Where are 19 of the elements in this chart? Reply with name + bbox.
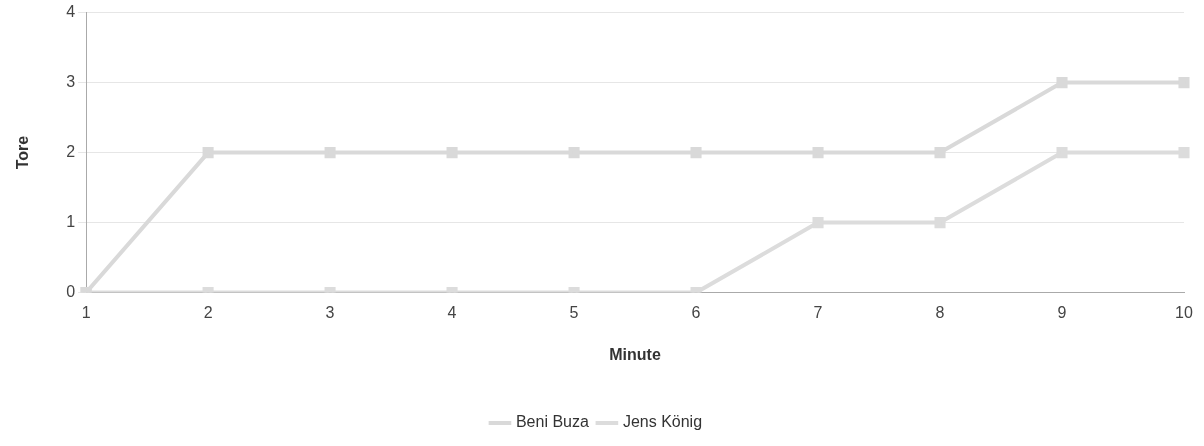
y-tick-label: 4: [66, 3, 76, 21]
x-tick-label: 5: [569, 303, 579, 321]
x-tick-label: 1: [81, 303, 91, 321]
legend-label: Beni Buza: [515, 413, 589, 431]
y-tick-label: 3: [66, 73, 76, 91]
x-tick-label: 9: [1057, 303, 1067, 321]
legend-label: Jens König: [622, 413, 703, 431]
x-tick-label: 7: [813, 303, 823, 321]
y-axis-title: Tore: [14, 135, 32, 170]
x-axis-title: Minute: [609, 345, 661, 363]
x-tick-label: 3: [325, 303, 335, 321]
y-tick-label: 1: [66, 213, 76, 231]
y-tick-label: 2: [66, 143, 76, 161]
x-tick-label: 10: [1175, 303, 1193, 321]
x-tick-label: 6: [691, 303, 701, 321]
x-tick-label: 4: [447, 303, 457, 321]
y-tick-label: 0: [66, 283, 76, 301]
x-tick-label: 8: [935, 303, 945, 321]
x-tick-label: 2: [203, 303, 213, 321]
